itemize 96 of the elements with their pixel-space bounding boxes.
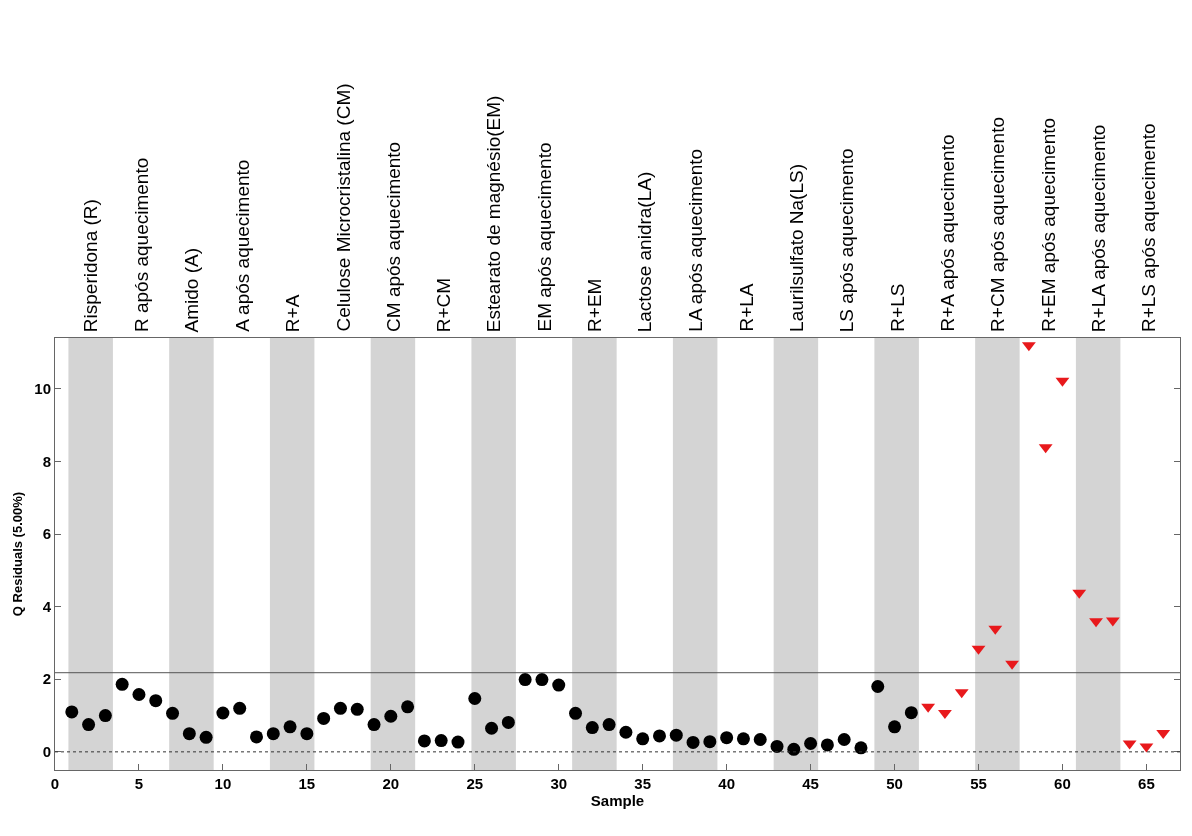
point [652, 729, 666, 743]
x-tick-label: 65 [1138, 775, 1155, 792]
point [787, 742, 801, 756]
x-axis-title: Sample [590, 792, 645, 809]
y-tick-label: 8 [42, 452, 51, 470]
point [451, 735, 465, 749]
point [904, 706, 918, 720]
point [703, 735, 717, 749]
point [820, 738, 834, 752]
y-tick-label: 0 [42, 743, 51, 761]
point [837, 733, 851, 746]
point [485, 721, 499, 735]
band-label: R+LS [886, 283, 908, 332]
x-tick-label: 15 [298, 775, 316, 792]
point [199, 730, 213, 744]
point [333, 701, 347, 715]
point [468, 691, 482, 705]
band-label: Amido (A) [181, 247, 203, 333]
point [753, 733, 767, 746]
point [367, 718, 381, 732]
point [619, 725, 633, 739]
band-label: LA após aquecimento [684, 148, 706, 332]
point [569, 706, 583, 720]
point [888, 720, 902, 734]
text: R+LS após aquecimento [1138, 123, 1160, 333]
x-tick-label: 50 [886, 775, 903, 792]
band-label: R+A [282, 294, 304, 333]
point [501, 715, 515, 729]
point [854, 741, 868, 755]
x-tick-label: 40 [718, 775, 735, 792]
point [115, 677, 129, 691]
text: R+EM após aquecimento [1037, 117, 1059, 332]
y-tick-label: 10 [34, 380, 51, 398]
text: Lactose anidra(LA) [634, 171, 656, 333]
point [182, 727, 196, 741]
x-tick-label: 5 [134, 775, 144, 792]
point [401, 700, 415, 714]
point [720, 731, 734, 745]
band-label: CM após aquecimento [382, 141, 404, 332]
band-label: Risperidona (R) [80, 199, 102, 333]
point [384, 709, 398, 723]
point [686, 735, 700, 749]
text: Celulose Microcristalina (CM) [332, 83, 354, 332]
text: R+CM [433, 277, 455, 333]
point [233, 701, 247, 715]
point [602, 718, 616, 732]
y-axis-title: Q Residuals (5.00%) [10, 491, 26, 617]
point [132, 687, 146, 701]
band-label: R+CM após aquecimento [986, 116, 1008, 332]
x-tick-label: 20 [382, 775, 400, 792]
y-tick-label: 6 [42, 525, 51, 543]
point [636, 732, 650, 746]
point [417, 734, 431, 748]
band-label: R+EM [583, 278, 605, 332]
text: R+A após aquecimento [936, 134, 958, 332]
point [82, 718, 96, 732]
point [552, 678, 566, 692]
band-label: Estearato de magnésio(EM) [483, 95, 505, 333]
x-tick-label: 55 [970, 775, 987, 792]
point [804, 737, 818, 750]
point [98, 709, 112, 723]
x-tick-label: 60 [1054, 775, 1071, 792]
point [434, 734, 448, 748]
text: A após aquecimento [231, 159, 253, 332]
point [250, 730, 263, 744]
point [1089, 618, 1103, 628]
point [350, 702, 364, 716]
band-label: Laurilsulfato Na(LS) [785, 163, 807, 332]
point [65, 705, 79, 719]
text: R após aquecimento [131, 157, 153, 333]
x-tick-label: 45 [802, 775, 819, 792]
point [585, 721, 599, 735]
point [736, 732, 750, 746]
x-tick-label: 30 [550, 775, 568, 792]
point [166, 706, 180, 720]
text: LS após aquecimento [836, 148, 858, 333]
text: R+LA [735, 283, 757, 332]
point [216, 706, 230, 720]
text: EM após aquecimento [533, 142, 555, 332]
point [149, 694, 163, 708]
point [317, 711, 331, 725]
y-tick-label: 2 [42, 670, 51, 688]
point [938, 710, 952, 720]
point [770, 739, 784, 753]
point [283, 720, 297, 734]
point [266, 727, 280, 741]
x-tick-label: 35 [634, 775, 652, 792]
point [535, 673, 549, 687]
point [871, 680, 885, 693]
point [300, 727, 314, 741]
x-tick-label: 25 [466, 775, 484, 792]
y-tick-label: 4 [42, 597, 52, 615]
point [518, 673, 532, 687]
point [669, 728, 683, 742]
band-label: R+LA após aquecimento [1088, 124, 1110, 333]
x-tick-label: 10 [214, 775, 232, 792]
